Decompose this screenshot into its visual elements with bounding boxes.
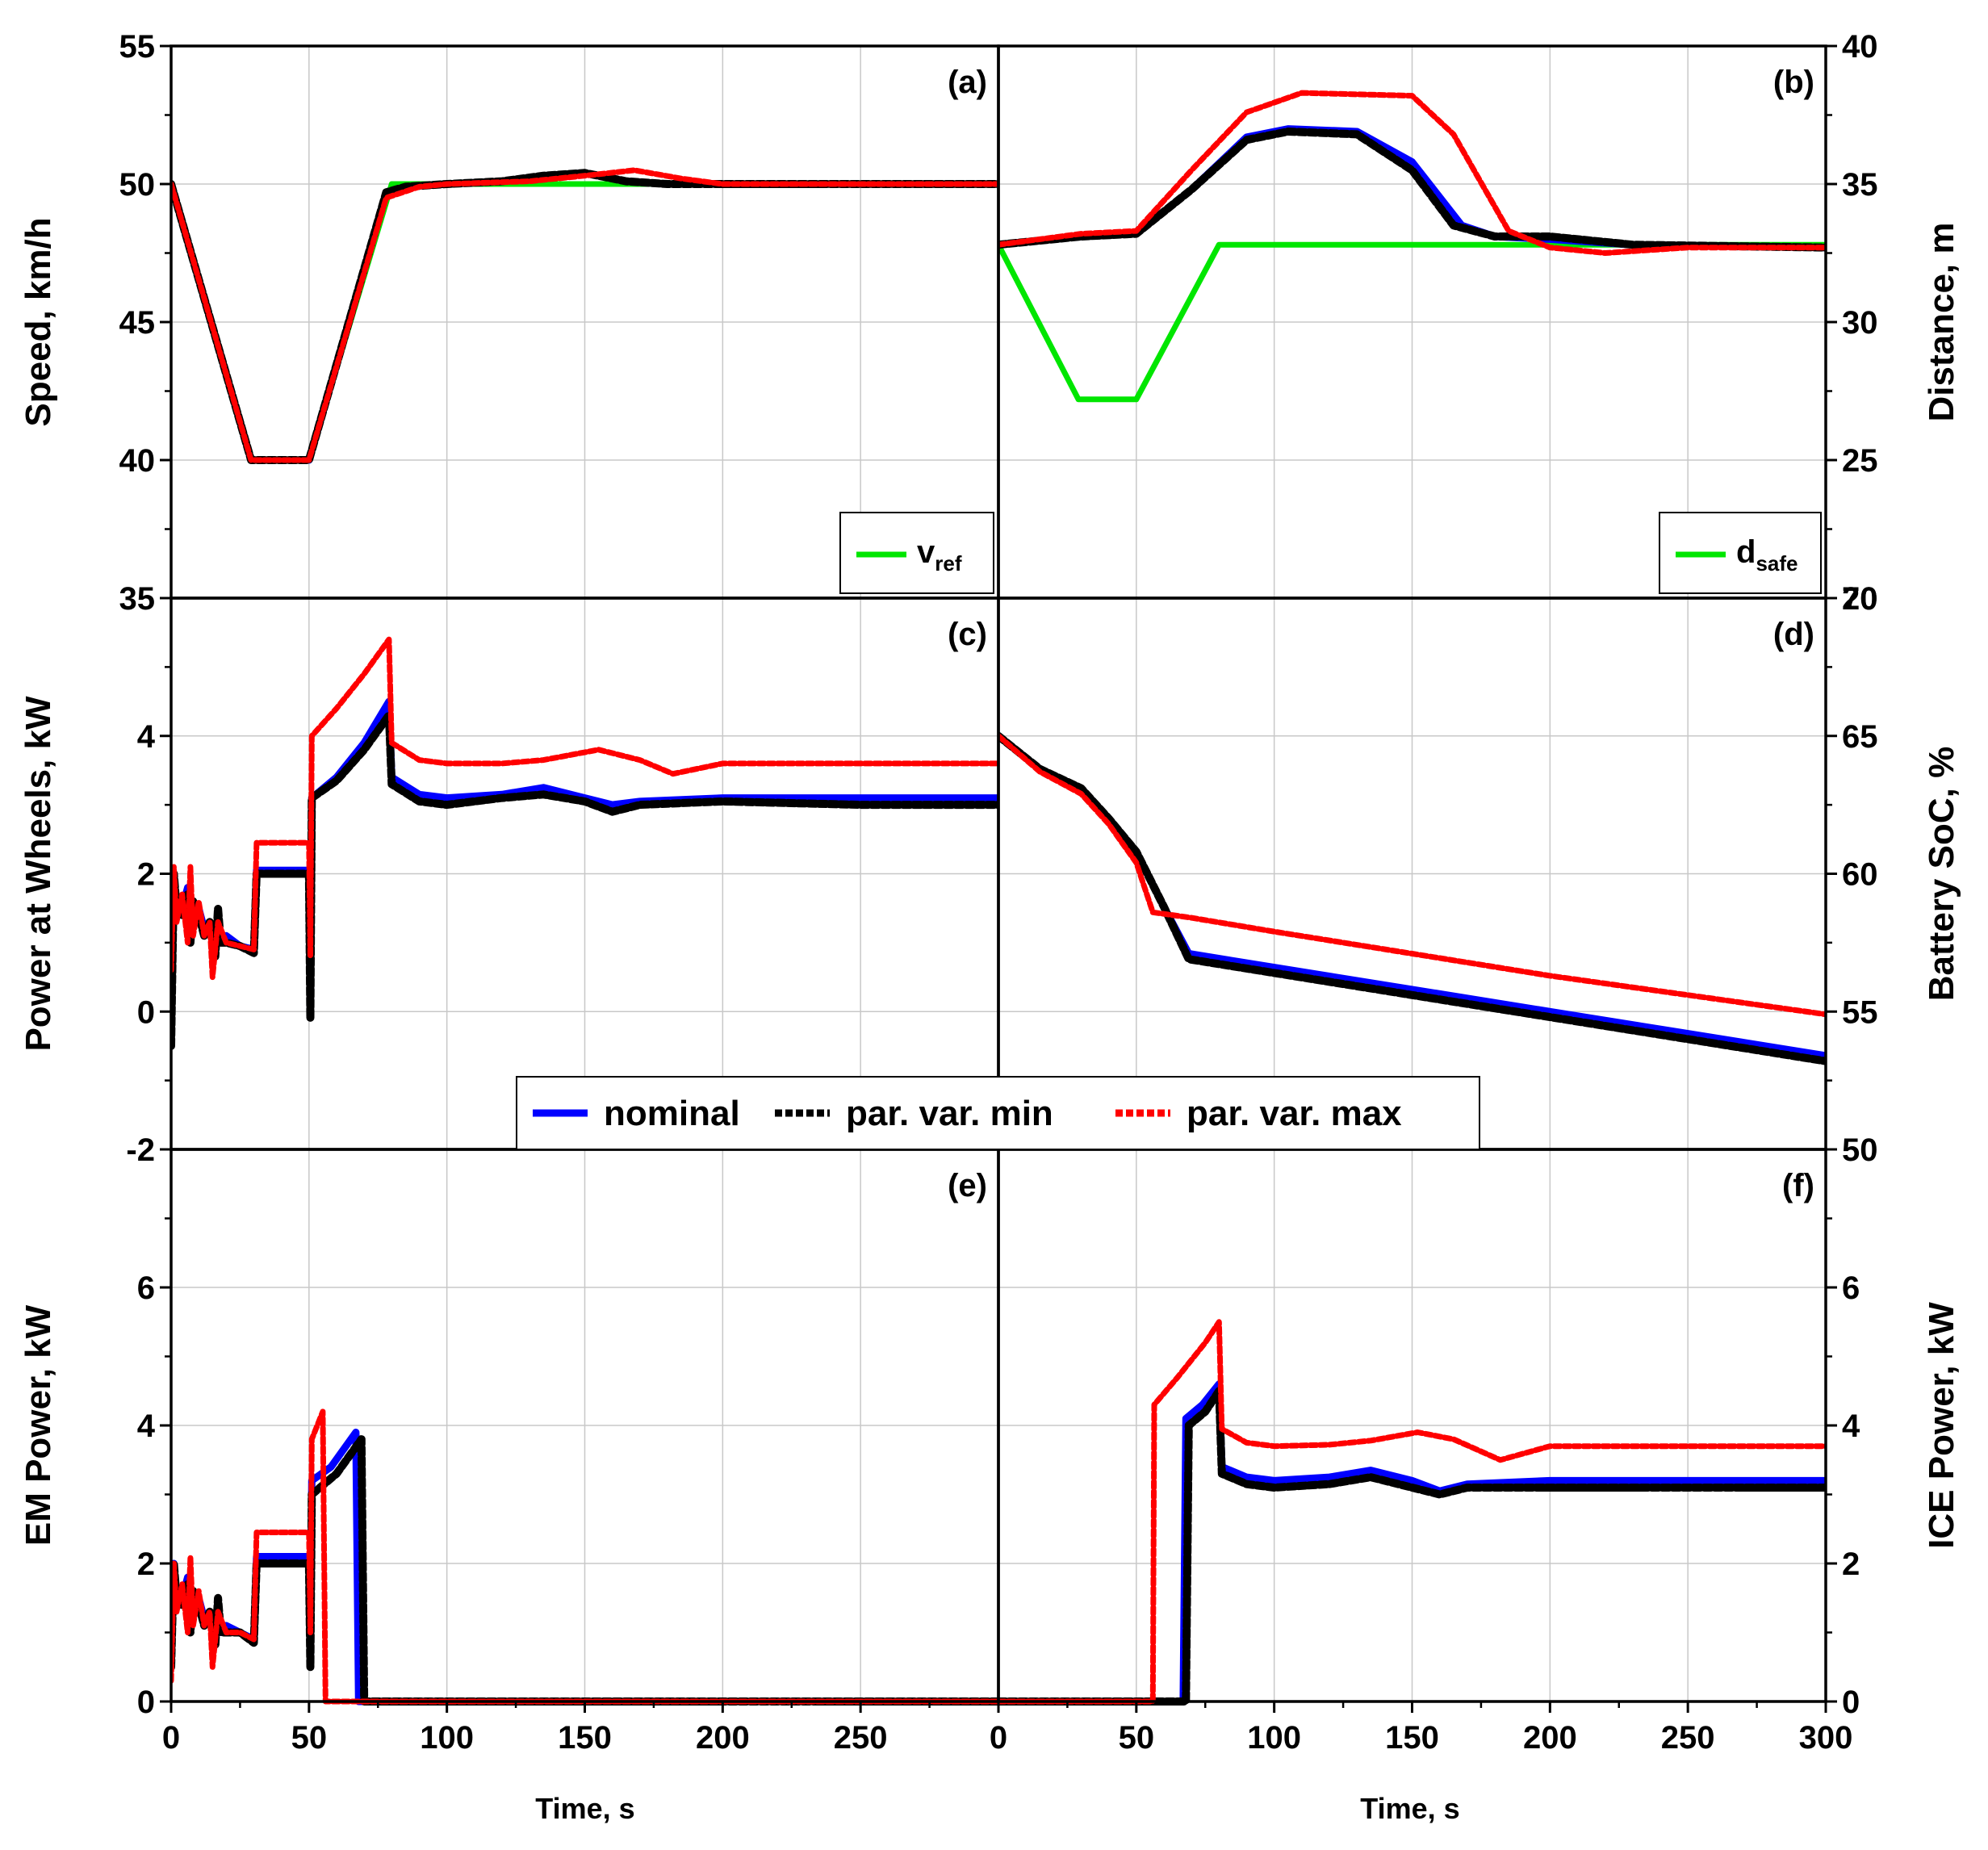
x-tick-label-e: 150 [558,1720,612,1756]
legend-box [516,1076,1480,1150]
y-tick-label-a: 45 [119,305,156,341]
series-par-var-max-line-f [998,1319,1826,1705]
y-axis-label-d: Battery SoC, % [1922,747,1961,1001]
x-tick-label-f: 50 [1119,1720,1155,1756]
y-tick-label-e: 4 [137,1408,156,1444]
shared-legend: nominal par. var. min par. var. max [516,1076,1480,1150]
y-tick-label-b: 35 [1842,167,1878,203]
series-par-var-max-line-a [171,167,998,463]
y-tick-label-e: 6 [137,1270,155,1306]
x-tick-label-e: 0 [162,1720,180,1756]
y-axis-label-c: Power at Wheels, kW [19,696,58,1052]
x-tick-label-e: 50 [291,1720,328,1756]
panel-label-a: (a) [948,65,987,100]
y-tick-label-e: 0 [137,1685,155,1720]
y-tick-label-f: 4 [1842,1408,1860,1444]
y-tick-label-b: 30 [1842,305,1878,341]
series-par-var-max-line-e [171,1408,998,1705]
y-tick-label-d: 65 [1842,719,1878,755]
y-tick-label-d: 60 [1842,857,1878,893]
series-reference-line-b [998,241,1826,403]
y-tick-label-b: 40 [1842,29,1878,65]
series-par-var-min-line-d [998,731,1826,1065]
x-tick-label-f: 250 [1661,1720,1715,1756]
y-tick-label-b: 20 [1842,581,1878,617]
y-tick-label-c: 4 [137,719,156,755]
x-tick-label-e: 100 [420,1720,474,1756]
y-tick-label-d: 55 [1842,994,1878,1030]
panel-label-c: (c) [948,617,987,652]
y-tick-label-f: 0 [1842,1685,1860,1720]
tick-layer [160,44,1837,1713]
y-tick-label-a: 55 [119,29,156,65]
y-axis-label-e: EM Power, kW [19,1304,58,1546]
x-axis-title-left: Time, s [535,1792,634,1825]
panel-label-e: (e) [948,1168,987,1203]
y-tick-label-c: -2 [126,1132,155,1168]
x-tick-label-e: 200 [696,1720,750,1756]
y-tick-label-a: 40 [119,443,156,479]
series-par-var-max-line-b [998,90,1826,256]
y-axis-label-b: Distance, m [1922,223,1961,422]
y-tick-label-b: 25 [1842,443,1878,479]
series-par-var-max-line-d [998,733,1826,1018]
y-axis-label-f: ICE Power, kW [1922,1302,1961,1549]
x-tick-label-f: 200 [1523,1720,1577,1756]
legend-label-b: dsafe [1736,534,1798,576]
legend-label-1: par. var. min [846,1094,1053,1133]
y-tick-label-c: 0 [137,994,155,1030]
panel-label-d: (d) [1773,617,1814,652]
y-tick-label-d: 50 [1842,1132,1878,1168]
panel-label-b: (b) [1773,65,1814,100]
y-tick-label-f: 6 [1842,1270,1860,1306]
x-tick-label-e: 250 [834,1720,888,1756]
x-tick-label-f: 100 [1247,1720,1301,1756]
y-tick-label-c: 2 [137,857,155,893]
y-tick-label-e: 2 [137,1547,155,1582]
x-tick-label-f: 150 [1385,1720,1439,1756]
y-tick-label-a: 50 [119,167,156,203]
x-tick-label-f: 0 [990,1720,1007,1756]
legend-label-0: nominal [604,1094,740,1133]
panel-label-f: (f) [1782,1168,1814,1203]
series-layer [171,90,1826,1706]
series-par-var-max-line-c [171,636,998,981]
y-tick-label-a: 35 [119,581,156,617]
series-par-var-min-line-f [998,1387,1826,1706]
x-axis-title-right: Time, s [1360,1792,1459,1825]
y-tick-label-f: 2 [1842,1547,1860,1582]
y-tick-label-d: 70 [1842,581,1878,617]
y-axis-label-a: Speed, km/h [19,217,58,426]
legend-label-2: par. var. max [1187,1094,1402,1133]
legend-label-a: vref [917,534,962,576]
x-tick-label-f: 300 [1799,1720,1853,1756]
